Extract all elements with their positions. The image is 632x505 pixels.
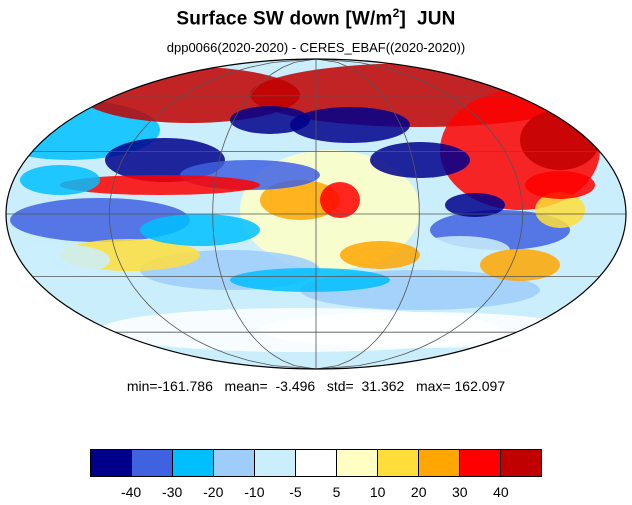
- colorbar-tick-label: -40: [120, 484, 142, 500]
- field-patch: [340, 241, 420, 269]
- colorbar-tick-label: -30: [162, 484, 183, 500]
- field-patch: [230, 106, 310, 134]
- title-month: JUN: [416, 8, 456, 30]
- field-patch: [230, 268, 390, 292]
- colorbar-swatch: [337, 450, 378, 476]
- field-patch: [140, 214, 260, 246]
- meridian-line: [315, 58, 420, 370]
- mollweide-map: [5, 58, 627, 370]
- field-patch: [535, 192, 585, 228]
- colorbar-ticks: -40 -30 -20 -10 -5 5 10 20 30 40: [90, 484, 542, 504]
- colorbar-swatch: [419, 450, 460, 476]
- meridian-line: [108, 58, 317, 370]
- colorbar-tick-label: 10: [369, 484, 386, 500]
- colorbar-tick-label: 40: [493, 484, 509, 500]
- title-superscript: 2: [392, 6, 400, 20]
- colorbar-swatch: [378, 450, 419, 476]
- colorbar-swatch: [214, 450, 255, 476]
- colorbar-swatch: [460, 450, 501, 476]
- field-patch: [260, 312, 580, 348]
- colorbar-swatch: [296, 450, 337, 476]
- field-patch: [20, 165, 100, 195]
- colorbar-swatch: [501, 450, 541, 476]
- statistics-line: min=-161.786 mean= -3.496 std= 31.362 ma…: [126, 378, 506, 394]
- colorbar: [90, 449, 542, 477]
- colorbar-tick-label: 20: [410, 484, 427, 500]
- colorbar-swatch: [132, 450, 173, 476]
- plot-subtitle: dpp0066(2020-2020) - CERES_EBAF((2020-20…: [166, 40, 466, 55]
- field-patch: [445, 193, 505, 217]
- colorbar-tick-label: 5: [332, 484, 341, 500]
- colorbar-swatch: [173, 450, 214, 476]
- meridian-line: [212, 58, 317, 370]
- colorbar-tick-label: 30: [452, 484, 468, 500]
- field-patch: [370, 142, 470, 178]
- colorbar-tick-label: -10: [244, 484, 265, 500]
- colorbar-tick-label: -5: [289, 484, 302, 500]
- colorbar-swatch: [91, 450, 132, 476]
- graticule: [6, 58, 626, 370]
- globe-outline: [5, 58, 627, 370]
- title-text: Surface SW down [W/m: [176, 8, 393, 30]
- colorbar-swatch: [255, 450, 296, 476]
- field-patch: [10, 244, 110, 276]
- plot-title: Surface SW down [W/m2] JUN: [0, 6, 632, 30]
- field-patch: [260, 180, 340, 220]
- field-patch: [525, 171, 595, 199]
- field-patch: [290, 107, 410, 143]
- field-patch: [60, 175, 260, 195]
- meridian-line: [315, 58, 524, 370]
- field-patch: [320, 182, 360, 218]
- field-patch: [410, 236, 510, 264]
- field-patch: [480, 249, 560, 281]
- title-close-bracket: ]: [399, 8, 406, 30]
- colorbar-tick-label: -20: [203, 484, 224, 500]
